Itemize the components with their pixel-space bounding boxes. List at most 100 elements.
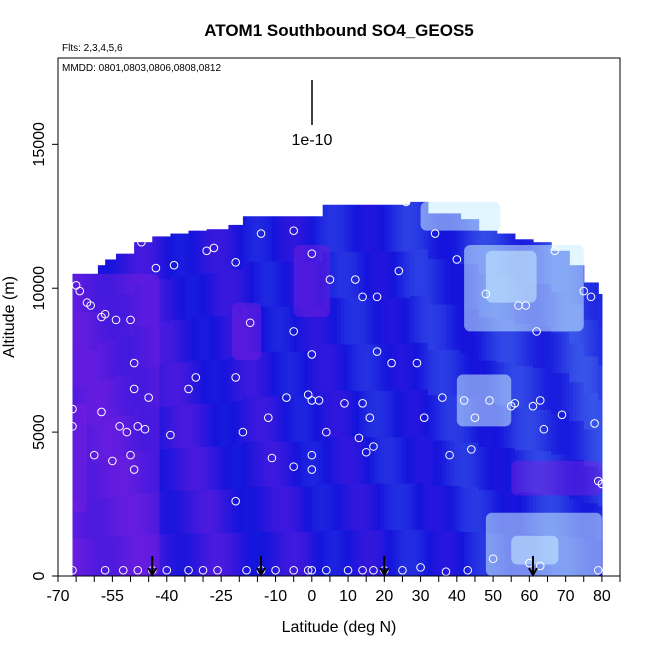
flight-point bbox=[532, 327, 541, 336]
heatmap-cell bbox=[228, 488, 233, 533]
heatmap-cell bbox=[174, 533, 179, 576]
heatmap-cell bbox=[239, 488, 244, 533]
heatmap-cell bbox=[438, 349, 443, 396]
heatmap-cell bbox=[116, 455, 121, 496]
heatmap-cell bbox=[344, 483, 349, 531]
heatmap-cell bbox=[453, 258, 458, 305]
heatmap-cell bbox=[264, 216, 269, 262]
heatmap-cell bbox=[246, 351, 251, 397]
heatmap-cell bbox=[420, 482, 425, 530]
flight-point bbox=[307, 350, 317, 359]
heatmap-cell bbox=[594, 392, 599, 430]
heatmap-cell bbox=[590, 282, 596, 320]
heatmap-cell bbox=[402, 343, 407, 391]
flight-point bbox=[365, 413, 375, 423]
heatmap-cell bbox=[464, 308, 469, 354]
heatmap-cell bbox=[391, 529, 396, 576]
flight-point bbox=[369, 442, 378, 451]
heatmap-cell bbox=[286, 216, 291, 262]
flight-point bbox=[289, 226, 298, 235]
heatmap-cell bbox=[308, 486, 313, 532]
heatmap-cell bbox=[406, 436, 411, 484]
heatmap-cell bbox=[101, 420, 106, 460]
heatmap-cell bbox=[507, 404, 512, 449]
heatmap-cell bbox=[119, 293, 124, 335]
heatmap-cell bbox=[554, 372, 559, 414]
heatmap-cell bbox=[340, 204, 346, 252]
heatmap-cell bbox=[271, 261, 277, 307]
heatmap-cell bbox=[79, 462, 84, 501]
heatmap-cell bbox=[572, 342, 578, 383]
heatmap-cell bbox=[344, 436, 349, 484]
heatmap-cell bbox=[406, 251, 411, 299]
heatmap-cell bbox=[435, 530, 440, 576]
heatmap-cell bbox=[282, 306, 288, 352]
heatmap-cell bbox=[199, 360, 204, 404]
flight-point bbox=[126, 450, 135, 460]
heatmap-cell bbox=[326, 529, 331, 576]
heatmap-cell bbox=[590, 392, 596, 430]
flight-point bbox=[256, 229, 266, 238]
heatmap-cell bbox=[380, 529, 385, 576]
heatmap-cell bbox=[105, 457, 110, 498]
heatmap-cell bbox=[406, 529, 411, 576]
heatmap-cell bbox=[166, 321, 171, 365]
heatmap-cell bbox=[551, 454, 556, 496]
heatmap-cell bbox=[369, 297, 375, 345]
heatmap-cell bbox=[203, 532, 208, 576]
heatmap-cell bbox=[340, 343, 346, 391]
heatmap-cell bbox=[141, 367, 146, 410]
flight-point bbox=[358, 399, 367, 408]
heatmap-cell bbox=[293, 306, 298, 352]
heatmap-cell bbox=[286, 486, 291, 532]
heatmap-cell bbox=[337, 297, 342, 345]
heatmap-cell bbox=[188, 489, 193, 534]
heatmap-cell bbox=[391, 343, 396, 391]
heatmap-cell bbox=[192, 273, 197, 318]
heatmap-cell bbox=[282, 351, 288, 397]
heatmap-cell bbox=[482, 446, 487, 491]
flight-point bbox=[289, 462, 298, 471]
heatmap-cell bbox=[235, 268, 240, 314]
flight-point bbox=[166, 430, 175, 440]
heatmap-cell bbox=[155, 321, 161, 365]
heatmap-cell bbox=[427, 440, 433, 486]
heatmap-cell bbox=[311, 486, 317, 532]
heatmap-cell bbox=[145, 283, 150, 327]
heatmap-cell bbox=[275, 396, 280, 442]
flight-point bbox=[372, 347, 382, 356]
heatmap-cell bbox=[340, 390, 346, 438]
heatmap-cell bbox=[442, 349, 447, 396]
heatmap-cell bbox=[532, 325, 538, 368]
heatmap-cell bbox=[137, 325, 142, 368]
heatmap-cell bbox=[257, 396, 262, 442]
heatmap-cell bbox=[293, 486, 298, 532]
heatmap-cell bbox=[145, 367, 150, 410]
heatmap-cell bbox=[170, 361, 175, 406]
heatmap-cell bbox=[493, 489, 498, 534]
heatmap-cell bbox=[402, 436, 407, 484]
heatmap-cell bbox=[192, 532, 197, 576]
heatmap-cell bbox=[141, 534, 146, 576]
heatmap-cell bbox=[576, 459, 581, 499]
heatmap-cell bbox=[518, 365, 523, 409]
heatmap-cell bbox=[297, 486, 302, 532]
heatmap-cell bbox=[210, 402, 215, 447]
heatmap-cell bbox=[587, 319, 592, 357]
heatmap-cell bbox=[72, 462, 77, 501]
heatmap-cell bbox=[308, 351, 313, 397]
heatmap-cell bbox=[72, 311, 77, 350]
heatmap-cell bbox=[453, 440, 458, 486]
flight-point bbox=[118, 565, 128, 575]
heatmap-cell bbox=[445, 440, 451, 486]
heatmap-cell bbox=[355, 390, 360, 438]
heatmap-cell bbox=[344, 297, 349, 345]
heatmap-cell bbox=[315, 306, 320, 352]
heatmap-cell bbox=[163, 491, 168, 535]
heatmap-cell bbox=[87, 311, 92, 350]
heatmap-cell bbox=[148, 450, 153, 494]
heatmap-cell bbox=[282, 486, 288, 532]
flight-point bbox=[550, 246, 560, 256]
heatmap-cell bbox=[442, 394, 447, 441]
flight-point bbox=[191, 373, 201, 382]
